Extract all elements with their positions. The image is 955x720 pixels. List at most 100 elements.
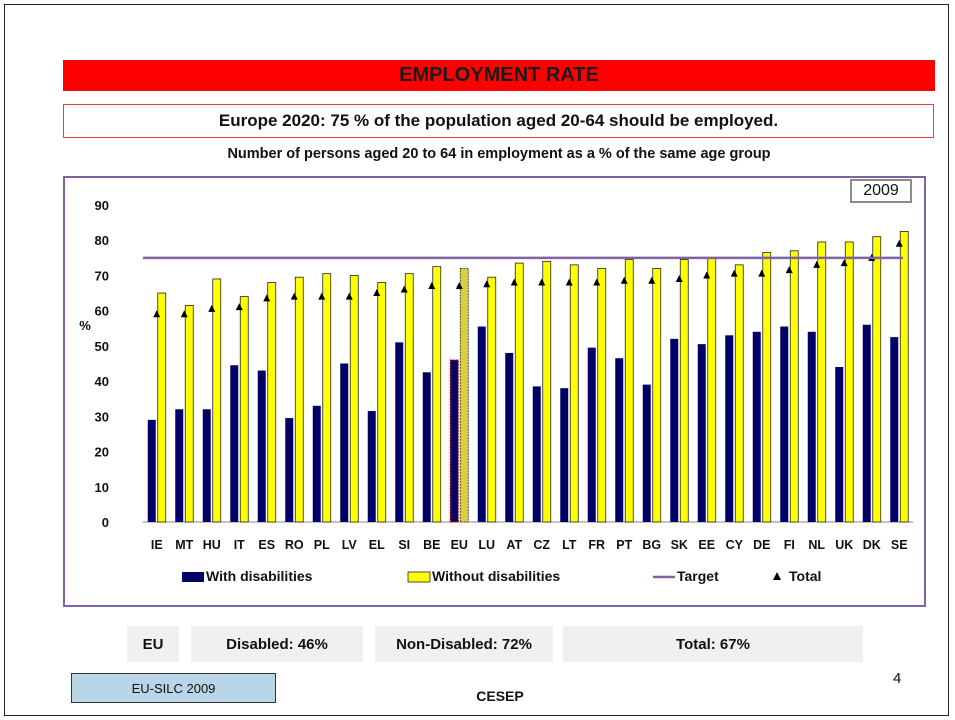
x-tick-label: EU bbox=[451, 538, 468, 552]
y-tick-label: 30 bbox=[95, 409, 109, 424]
total-marker bbox=[153, 310, 161, 318]
bar-with-disabilities bbox=[312, 405, 321, 522]
total-marker bbox=[345, 292, 353, 300]
bar-with-disabilities bbox=[147, 419, 156, 522]
x-tick-label: LV bbox=[342, 538, 358, 552]
bar-without-disabilities bbox=[817, 241, 827, 523]
bar-with-disabilities bbox=[587, 347, 596, 522]
bar-with-disabilities bbox=[505, 352, 514, 522]
source-label: EU-SILC 2009 bbox=[71, 673, 276, 703]
legend-swatch-without-disabilities bbox=[407, 571, 431, 583]
summary-disabled: Disabled: 46% bbox=[191, 626, 363, 662]
total-marker bbox=[400, 285, 408, 293]
bar-with-disabilities bbox=[202, 409, 211, 522]
bar-without-disabilities bbox=[294, 276, 304, 523]
y-tick-label: 40 bbox=[95, 374, 109, 389]
x-tick-label: UK bbox=[835, 538, 853, 552]
y-tick-label: 0 bbox=[102, 515, 109, 530]
bar-with-disabilities bbox=[175, 409, 184, 522]
bar-without-disabilities bbox=[734, 264, 744, 523]
total-marker bbox=[428, 282, 436, 290]
bar-with-disabilities bbox=[835, 367, 844, 522]
total-marker bbox=[318, 292, 326, 300]
y-tick-label: 20 bbox=[95, 445, 109, 460]
bar-without-disabilities bbox=[872, 236, 882, 523]
bar-with-disabilities bbox=[257, 370, 266, 522]
total-marker bbox=[648, 276, 656, 284]
total-marker bbox=[290, 292, 298, 300]
bar-without-disabilities bbox=[597, 268, 607, 523]
bar-with-disabilities bbox=[422, 372, 431, 522]
total-marker bbox=[483, 280, 491, 288]
bar-without-disabilities bbox=[157, 292, 167, 523]
y-tick-label: 80 bbox=[95, 233, 109, 248]
bar-with-disabilities bbox=[752, 331, 761, 522]
bar-with-disabilities bbox=[807, 331, 816, 522]
total-marker bbox=[538, 278, 546, 286]
total-marker bbox=[565, 278, 573, 286]
total-marker bbox=[730, 269, 738, 277]
bar-without-disabilities bbox=[267, 282, 277, 523]
bar-with-disabilities bbox=[862, 324, 871, 522]
summary-non-disabled: Non-Disabled: 72% bbox=[375, 626, 553, 662]
bar-with-disabilities bbox=[780, 326, 789, 522]
slide-frame bbox=[4, 4, 949, 716]
total-marker bbox=[703, 271, 711, 279]
x-tick-label: IE bbox=[151, 538, 163, 552]
x-tick-label: BE bbox=[423, 538, 440, 552]
bar-without-disabilities bbox=[844, 241, 854, 523]
x-tick-label: FI bbox=[784, 538, 795, 552]
total-marker bbox=[758, 269, 766, 277]
bar-with-disabilities bbox=[230, 365, 239, 522]
bar-with-disabilities bbox=[725, 335, 734, 522]
x-tick-label: RO bbox=[285, 538, 304, 552]
y-tick-label: 10 bbox=[95, 480, 109, 495]
legend-label-total: Total bbox=[789, 568, 821, 584]
chart-subtitle: Number of persons aged 20 to 64 in emplo… bbox=[227, 146, 771, 162]
bar-without-disabilities bbox=[707, 257, 717, 523]
bar-without-disabilities bbox=[349, 275, 359, 523]
x-tick-label: LT bbox=[562, 538, 577, 552]
employment-chart: 0 10 20 30 40 50 60 70 80 90% IE MT HU IT ES RO PL LV EL SI… bbox=[79, 198, 913, 584]
total-marker bbox=[813, 260, 821, 268]
total-marker bbox=[208, 304, 216, 312]
bar-without-disabilities bbox=[377, 282, 387, 523]
total-marker bbox=[455, 282, 463, 290]
bar-with-disabilities bbox=[642, 384, 651, 522]
legend-swatch-with-disabilities bbox=[182, 572, 204, 582]
total-marker bbox=[785, 266, 793, 274]
legend-swatch-total bbox=[773, 572, 781, 580]
bar-with-disabilities bbox=[532, 386, 541, 522]
bar-without-disabilities bbox=[569, 264, 579, 523]
x-tick-label: BG bbox=[642, 538, 661, 552]
bar-with-disabilities bbox=[367, 411, 376, 522]
bar-without-disabilities bbox=[322, 273, 332, 523]
bar-without-disabilities bbox=[679, 259, 689, 523]
x-tick-label: FR bbox=[588, 538, 605, 552]
bar-without-disabilities bbox=[404, 273, 414, 523]
x-tick-label: PT bbox=[616, 538, 632, 552]
x-tick-label: MT bbox=[175, 538, 193, 552]
y-tick-label: 60 bbox=[95, 304, 109, 319]
y-tick-label: 70 bbox=[95, 268, 109, 283]
bar-without-disabilities bbox=[514, 262, 524, 523]
slide-title: EMPLOYMENT RATE bbox=[63, 60, 935, 91]
x-tick-label: ES bbox=[258, 538, 275, 552]
x-tick-label: LU bbox=[478, 538, 495, 552]
legend-label-without-disabilities: Without disabilities bbox=[432, 568, 560, 584]
goal-statement: Europe 2020: 75 % of the population aged… bbox=[63, 104, 934, 138]
bar-with-disabilities bbox=[449, 359, 459, 523]
bar-without-disabilities bbox=[652, 268, 662, 523]
organization-label: CESEP bbox=[476, 688, 524, 704]
total-marker bbox=[235, 303, 243, 311]
x-tick-label: EE bbox=[698, 538, 715, 552]
x-tick-label: PL bbox=[314, 538, 330, 552]
bar-with-disabilities bbox=[340, 363, 349, 522]
bar-with-disabilities bbox=[285, 418, 294, 522]
summary-total: Total: 67% bbox=[563, 626, 863, 662]
total-marker bbox=[895, 239, 903, 247]
x-tick-label: SK bbox=[671, 538, 688, 552]
legend-label-with-disabilities: With disabilities bbox=[206, 568, 313, 584]
bar-without-disabilities bbox=[624, 259, 634, 523]
bar-without-disabilities bbox=[487, 276, 497, 523]
